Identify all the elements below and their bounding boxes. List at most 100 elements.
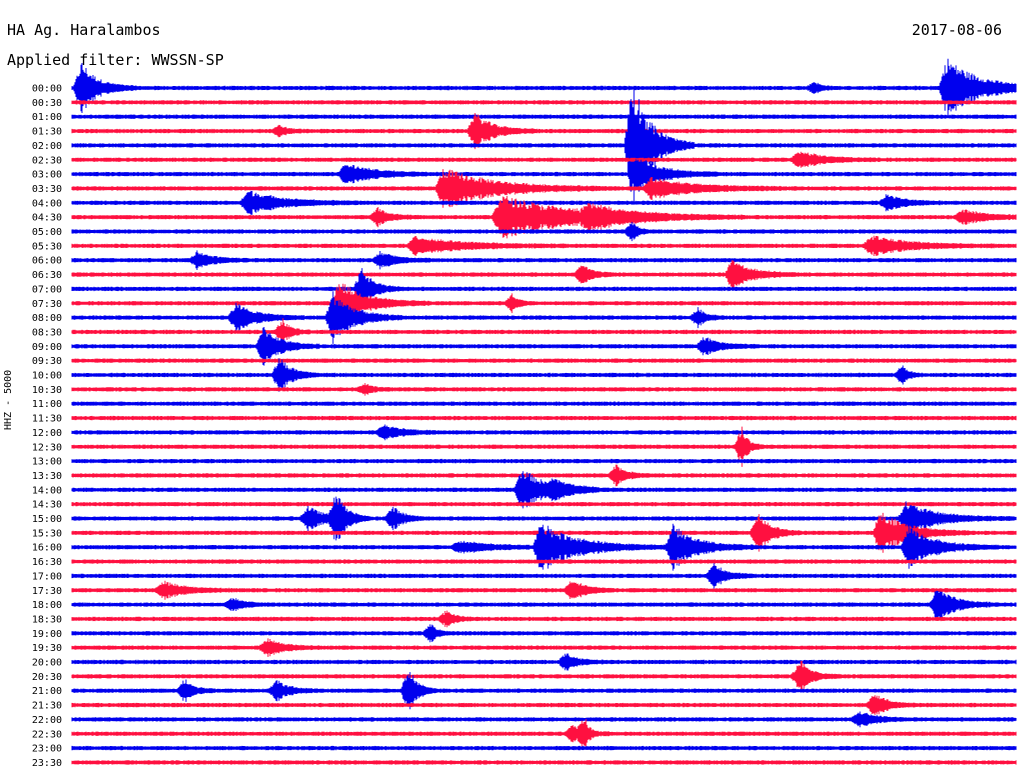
trace-row xyxy=(71,424,1017,441)
time-label-group: 00:00 00:30 01:00 01:30 02:00 02:30 03:00 03:30… xyxy=(32,84,62,769)
row-time-label: 16:00 xyxy=(32,543,62,554)
row-time-label: 05:00 xyxy=(32,227,62,238)
row-time-label: 04:00 xyxy=(32,198,62,209)
trace-row xyxy=(71,151,1017,168)
trace-row xyxy=(71,624,1017,643)
trace-row xyxy=(71,580,1017,600)
row-time-label: 11:30 xyxy=(32,414,62,425)
row-time-label: 18:30 xyxy=(32,614,62,625)
row-time-label: 07:00 xyxy=(32,284,62,295)
row-time-label: 08:30 xyxy=(32,327,62,338)
trace-row xyxy=(71,563,1017,589)
trace-row xyxy=(71,760,1017,765)
row-time-label: 01:30 xyxy=(32,127,62,138)
row-time-label: 15:30 xyxy=(32,528,62,539)
row-time-label: 21:30 xyxy=(32,701,62,712)
trace-row xyxy=(71,590,1017,619)
trace-row xyxy=(71,114,1017,119)
row-time-label: 10:30 xyxy=(32,385,62,396)
trace-row xyxy=(71,358,1017,363)
trace-row xyxy=(71,318,1017,346)
row-time-label: 02:30 xyxy=(32,155,62,166)
trace-row xyxy=(71,672,1017,710)
row-time-label: 09:30 xyxy=(32,356,62,367)
row-time-label: 20:30 xyxy=(32,672,62,683)
trace-row xyxy=(71,610,1017,628)
row-time-label: 03:00 xyxy=(32,170,62,181)
row-time-label: 13:00 xyxy=(32,457,62,468)
trace-row xyxy=(71,559,1017,564)
trace-row xyxy=(71,502,1017,507)
row-time-label: 00:00 xyxy=(32,84,62,95)
trace-row xyxy=(71,260,1017,289)
trace-row xyxy=(71,745,1017,751)
row-time-label: 07:30 xyxy=(32,299,62,310)
trace-row xyxy=(71,58,1017,118)
row-time-label: 02:00 xyxy=(32,141,62,152)
trace-row xyxy=(71,496,1017,541)
trace-group xyxy=(71,58,1017,765)
row-time-label: 23:30 xyxy=(32,758,62,769)
row-time-label: 23:00 xyxy=(32,744,62,755)
trace-row xyxy=(71,268,1017,310)
trace-row xyxy=(71,719,1017,749)
trace-row xyxy=(71,471,1017,509)
row-time-label: 04:30 xyxy=(32,213,62,224)
row-time-label: 15:00 xyxy=(32,514,62,525)
trace-row xyxy=(71,638,1017,657)
row-time-label: 17:30 xyxy=(32,586,62,597)
trace-row xyxy=(71,113,1017,150)
trace-row xyxy=(71,291,1017,344)
trace-row xyxy=(71,195,1017,239)
trace-row xyxy=(71,458,1017,464)
trace-row xyxy=(71,401,1017,406)
filter-label: Applied filter: WWSSN-SP xyxy=(7,51,224,69)
trace-row xyxy=(71,653,1017,671)
row-time-label: 01:00 xyxy=(32,112,62,123)
station-title: HA Ag. Haralambos xyxy=(7,21,161,39)
row-time-label: 13:30 xyxy=(32,471,62,482)
trace-row xyxy=(71,523,1017,571)
row-time-label: 22:30 xyxy=(32,729,62,740)
trace-row xyxy=(71,660,1017,692)
row-time-label: 09:00 xyxy=(32,342,62,353)
row-time-label: 12:00 xyxy=(32,428,62,439)
trace-row xyxy=(71,221,1017,242)
trace-row xyxy=(71,169,1017,208)
row-time-label: 19:30 xyxy=(32,643,62,654)
row-time-label: 14:00 xyxy=(32,485,62,496)
row-time-label: 05:30 xyxy=(32,241,62,252)
date-label: 2017-08-06 xyxy=(911,21,1002,39)
trace-row xyxy=(71,415,1017,421)
trace-row xyxy=(71,100,1017,105)
row-time-label: 21:00 xyxy=(32,686,62,697)
row-time-label: 19:00 xyxy=(32,629,62,640)
row-time-label: 16:30 xyxy=(32,557,62,568)
row-time-label: 06:30 xyxy=(32,270,62,281)
trace-row xyxy=(71,695,1017,715)
trace-row xyxy=(71,159,1017,189)
trace-row xyxy=(71,85,1017,205)
trace-row xyxy=(71,235,1017,256)
trace-row xyxy=(71,250,1017,270)
trace-row xyxy=(71,383,1017,396)
trace-row xyxy=(71,426,1017,467)
trace-row xyxy=(71,283,1017,323)
row-time-label: 08:00 xyxy=(32,313,62,324)
trace-row xyxy=(71,464,1017,487)
row-time-label: 12:30 xyxy=(32,442,62,453)
row-time-label: 14:30 xyxy=(32,500,62,511)
row-time-label: 10:00 xyxy=(32,371,62,382)
trace-row xyxy=(71,327,1017,366)
row-time-label: 22:00 xyxy=(32,715,62,726)
row-time-label: 06:00 xyxy=(32,256,62,267)
row-time-label: 18:00 xyxy=(32,600,62,611)
trace-row xyxy=(71,190,1017,215)
trace-row xyxy=(71,358,1017,392)
row-time-label: 20:00 xyxy=(32,658,62,669)
row-time-label: 17:00 xyxy=(32,571,62,582)
row-time-label: 11:00 xyxy=(32,399,62,410)
row-time-label: 00:30 xyxy=(32,98,62,109)
trace-row xyxy=(71,711,1017,728)
